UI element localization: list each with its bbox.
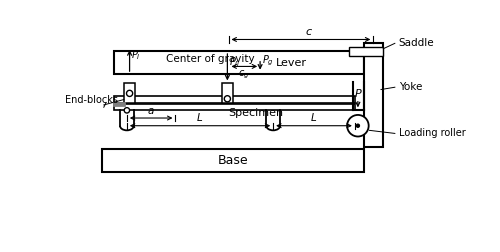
Bar — [114, 51, 364, 74]
Text: $\mathit{P}$: $\mathit{P}$ — [354, 87, 362, 99]
Text: Yoke: Yoke — [398, 82, 422, 92]
Bar — [102, 149, 364, 172]
Text: Center of gravity: Center of gravity — [166, 54, 254, 64]
Text: $\mathit{P}_I$: $\mathit{P}_I$ — [131, 48, 141, 62]
Bar — [124, 83, 136, 103]
Text: c: c — [306, 27, 312, 37]
Circle shape — [356, 124, 360, 127]
Bar — [348, 47, 384, 56]
Text: Lever: Lever — [276, 57, 306, 68]
Bar — [114, 97, 355, 103]
Text: $\mathit{P}_{II}$: $\mathit{P}_{II}$ — [229, 56, 240, 70]
Text: a: a — [148, 106, 154, 116]
Circle shape — [224, 96, 230, 102]
Circle shape — [124, 108, 130, 113]
Text: Loading roller: Loading roller — [398, 129, 466, 138]
Text: Base: Base — [218, 154, 248, 167]
Text: L: L — [197, 113, 203, 123]
Circle shape — [126, 90, 132, 97]
Text: End-blocks: End-blocks — [66, 94, 118, 105]
Circle shape — [347, 115, 368, 137]
Bar — [364, 43, 384, 147]
Text: L: L — [311, 113, 317, 123]
Bar — [222, 83, 233, 103]
Bar — [114, 104, 355, 110]
Text: Specimen: Specimen — [228, 108, 284, 118]
Text: $\mathit{c}_g$: $\mathit{c}_g$ — [238, 69, 250, 81]
Text: $\mathit{P}_g$: $\mathit{P}_g$ — [262, 54, 274, 68]
Text: Saddle: Saddle — [398, 38, 434, 48]
